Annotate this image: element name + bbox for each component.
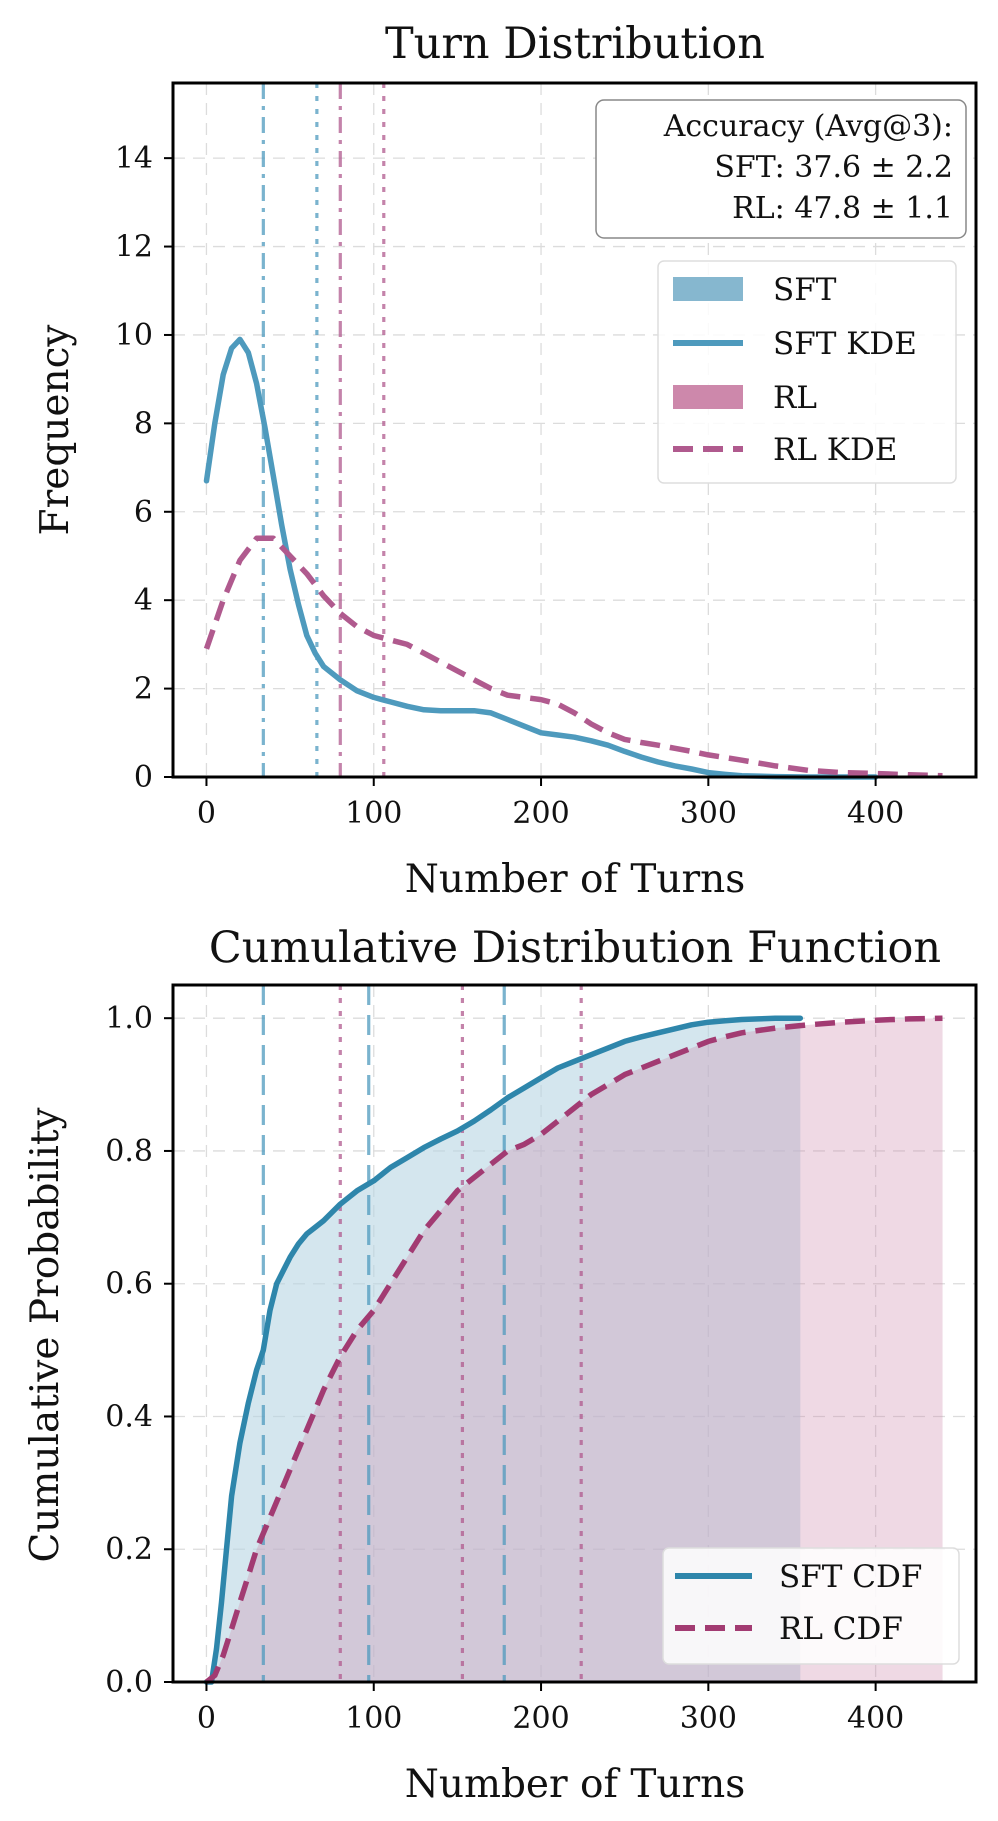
y-axis-label: Frequency (33, 325, 78, 536)
legend-swatch-rl (673, 385, 743, 409)
y-tick-label: 8 (134, 406, 153, 441)
annotation-line: Accuracy (Avg@3): (663, 109, 953, 144)
plot-frame (171, 81, 978, 779)
legend-label: SFT CDF (779, 1559, 922, 1595)
x-tick-label: 200 (512, 796, 569, 831)
y-tick-label: 4 (134, 583, 153, 618)
legend-box (657, 260, 957, 484)
cdf-panel: Cumulative Distribution Function 0 100 200… (23, 923, 978, 1807)
series-line-rl-kde (203, 535, 943, 779)
y-tick-label: 2 (134, 672, 153, 707)
x-tick-label: 400 (847, 1701, 904, 1736)
x-tick-label: 300 (680, 1701, 737, 1736)
series-line-rl-cdf (204, 1015, 943, 1685)
y-tick-label: 1.0 (105, 1001, 153, 1036)
y-tick-label: 0.2 (105, 1532, 153, 1567)
legend-label: SFT KDE (773, 326, 917, 362)
y-tick-label: 0 (134, 760, 153, 795)
x-tick-label: 0 (197, 796, 216, 831)
x-axis-label: Number of Turns (405, 857, 746, 902)
area-fill-rl-cdf (206, 1018, 943, 1682)
y-tick-label: 0.4 (105, 1399, 153, 1434)
series-line-sft-kde (203, 336, 879, 780)
chart-title: Cumulative Distribution Function (209, 923, 941, 973)
legend-label: RL KDE (773, 432, 897, 468)
annotation-box (595, 99, 967, 239)
plot-frame (171, 983, 978, 1684)
legend: SFT SFT KDE RL RL KDE (657, 260, 957, 484)
y-tick-label: 6 (134, 495, 153, 530)
legend-label: SFT (773, 272, 837, 308)
x-tick-label: 100 (345, 1701, 402, 1736)
y-tick-label: 0.8 (105, 1134, 153, 1169)
y-axis-label: Cumulative Probability (23, 1107, 68, 1562)
legend-label: RL (773, 380, 817, 416)
accuracy-annotation: Accuracy (Avg@3): SFT: 37.6 ± 2.2 RL: 47… (595, 99, 967, 239)
x-tick-label: 200 (512, 1701, 569, 1736)
annotation-line: SFT: 37.6 ± 2.2 (714, 150, 953, 185)
legend-label: RL CDF (779, 1611, 903, 1647)
legend: SFT CDF RL CDF (662, 1547, 960, 1665)
y-tick-label: 10 (115, 318, 153, 353)
y-tick-label: 12 (115, 230, 153, 265)
turn-distribution-panel: Turn Distribution 0 100 200 300 400 0 2 4 6 8 10 12… (33, 19, 978, 902)
x-tick-label: 100 (345, 796, 402, 831)
y-tick-label: 0.0 (105, 1665, 153, 1700)
legend-swatch-sft (673, 277, 743, 301)
series-line-sft-cdf (203, 1015, 804, 1685)
x-tick-label: 0 (197, 1701, 216, 1736)
annotation-line: RL: 47.8 ± 1.1 (732, 191, 953, 226)
x-tick-label: 400 (847, 796, 904, 831)
y-tick-label: 0.6 (105, 1267, 153, 1302)
x-tick-label: 300 (680, 796, 737, 831)
x-axis-label: Number of Turns (405, 1762, 746, 1807)
chart-title: Turn Distribution (385, 19, 765, 69)
y-tick-label: 14 (115, 141, 153, 176)
